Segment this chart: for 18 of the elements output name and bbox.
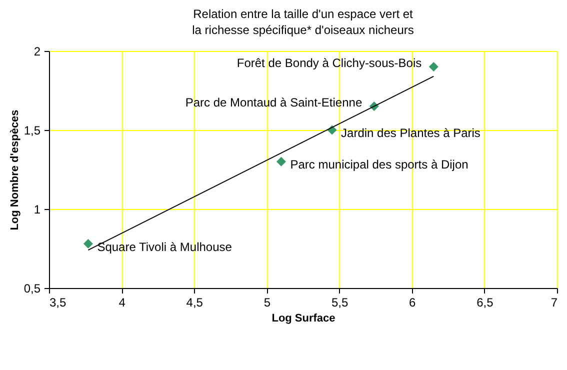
x-tick-label: 5,5	[331, 296, 348, 310]
y-axis-title: Log Nombre d'espèces	[8, 110, 21, 230]
x-tick-label: 7	[550, 296, 558, 310]
chart-title: Relation entre la taille d'un espace vert et la richesse spécifique* d'oiseaux nicheurs	[192, 7, 414, 37]
x-tick-label: 5	[264, 296, 271, 310]
x-tick-label: 4,5	[186, 296, 204, 310]
x-tick-label: 6,5	[476, 296, 494, 310]
point	[83, 239, 93, 249]
x-tick-label: 3,5	[50, 296, 67, 310]
point	[428, 62, 438, 72]
point	[276, 156, 286, 166]
y-tick-label: 0,5	[24, 282, 41, 296]
y-tick-label: 1,5	[24, 124, 41, 138]
y-tick-label: 1	[34, 202, 41, 216]
y-tick-label: 2	[34, 44, 41, 58]
x-axis-title: Log Surface	[272, 312, 336, 324]
x-tick-label: 4	[118, 296, 126, 310]
x-tick-label: 6	[409, 296, 416, 310]
